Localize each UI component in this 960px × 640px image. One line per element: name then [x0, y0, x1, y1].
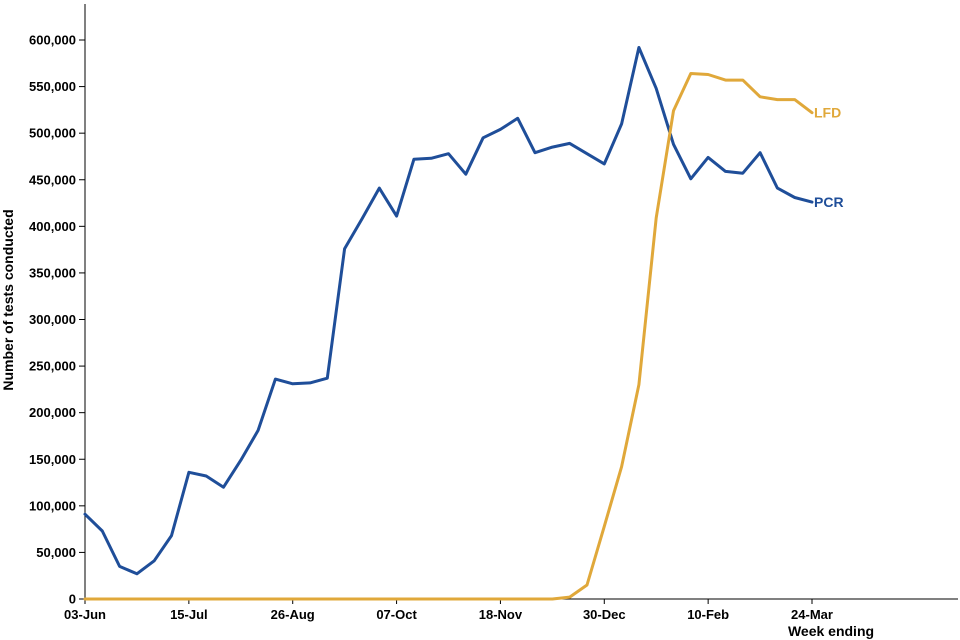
series-line-pcr [83, 46, 814, 576]
series-label-lfd: LFD [814, 105, 841, 121]
y-tick-label: 100,000 [29, 498, 76, 513]
x-tick-label: 07-Oct [376, 607, 417, 622]
y-tick-label: 150,000 [29, 452, 76, 467]
series-layer: PCR LFD [83, 46, 844, 601]
x-axis: 03-Jun 15-Jul 26-Aug 07-Oct 18-Nov 30-Dec 10-F… [64, 598, 958, 622]
x-tick-label: 03-Jun [64, 607, 106, 622]
y-tick-label: 0 [69, 592, 76, 607]
y-axis-title: Number of tests conducted [0, 209, 16, 390]
x-axis-title: Week ending [788, 623, 874, 639]
x-tick-label: 24-Mar [791, 607, 833, 622]
y-axis: 0 50,000 100,000 150,000 200,000 250,000 300,0… [29, 4, 86, 607]
y-tick-label: 450,000 [29, 172, 76, 187]
y-tick-label: 350,000 [29, 265, 76, 280]
x-tick-label: 30-Dec [583, 607, 626, 622]
x-tick-label: 18-Nov [479, 607, 523, 622]
y-tick-label: 600,000 [29, 33, 76, 48]
y-tick-label: 200,000 [29, 405, 76, 420]
x-tick-label: 26-Aug [271, 607, 315, 622]
y-tick-label: 250,000 [29, 359, 76, 374]
x-tick-label: 15-Jul [170, 607, 208, 622]
y-tick-label: 300,000 [29, 312, 76, 327]
y-tick-label: 50,000 [36, 545, 76, 560]
y-tick-label: 550,000 [29, 79, 76, 94]
y-tick-label: 400,000 [29, 219, 76, 234]
series-label-pcr: PCR [814, 194, 844, 210]
series-line-lfd [83, 72, 814, 601]
x-tick-label: 10-Feb [687, 607, 729, 622]
y-tick-label: 500,000 [29, 126, 76, 141]
